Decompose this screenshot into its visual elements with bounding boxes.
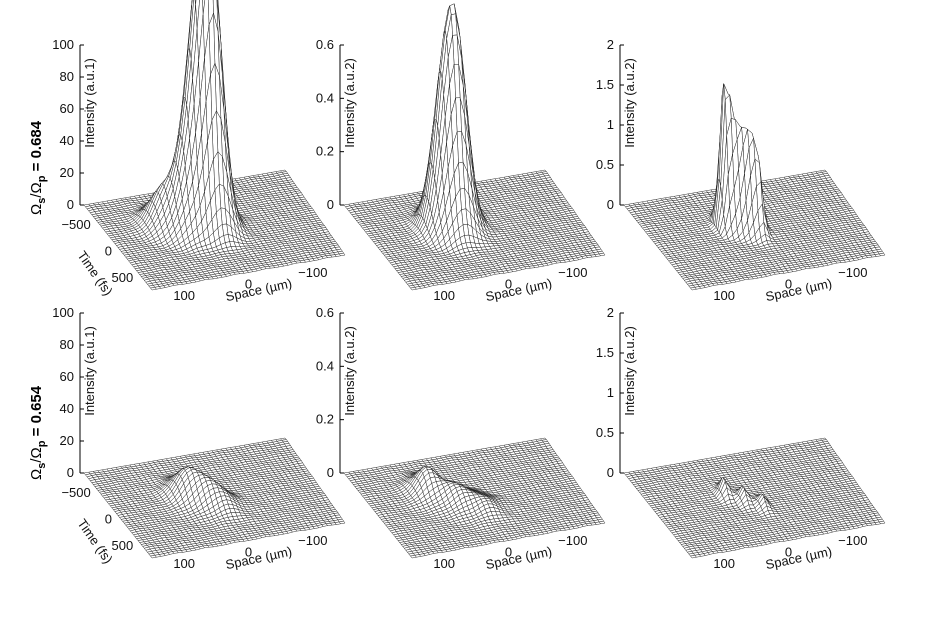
surface-panel-0-0: 100 80 60 40 20 0 Intensity (a.u.1) 100 0 −100 Spa…: [52, 0, 346, 305]
row-label-top: Ωs/Ωp = 0.684: [28, 120, 48, 215]
y-tick-label: −500: [61, 217, 90, 232]
y-tick-label: 500: [112, 270, 134, 285]
surface-mesh: [623, 83, 886, 291]
x-tick-label: 100: [433, 288, 455, 303]
x-axis-label: Space (µm): [224, 276, 293, 305]
z-axis-label: Intensity (a.u.1): [82, 58, 97, 148]
surface-mesh: [83, 0, 346, 291]
z-tick-label: 100: [52, 37, 74, 52]
x-tick-label: −100: [298, 265, 327, 280]
z-tick-label: 0: [67, 197, 74, 212]
z-tick-label: 0: [327, 197, 334, 212]
z-tick-label: 0.2: [316, 144, 334, 159]
z-tick-label: 60: [60, 101, 74, 116]
z-tick-label: 80: [60, 69, 74, 84]
x-tick-label: 100: [173, 288, 195, 303]
z-tick-label: 0.6: [316, 37, 334, 52]
row-label-bottom: Ωs/Ωp = 0.654: [28, 385, 48, 480]
x-tick-label: −100: [558, 265, 587, 280]
y-tick-label: 0: [105, 244, 112, 259]
z-tick-label: 40: [60, 133, 74, 148]
x-axis-label: Space (µm): [484, 276, 553, 305]
z-axis-label: Intensity (a.u.2): [342, 58, 357, 148]
surface-mesh: [343, 3, 606, 291]
z-tick-label: 0.4: [316, 90, 334, 105]
z-tick-label: 20: [60, 165, 74, 180]
